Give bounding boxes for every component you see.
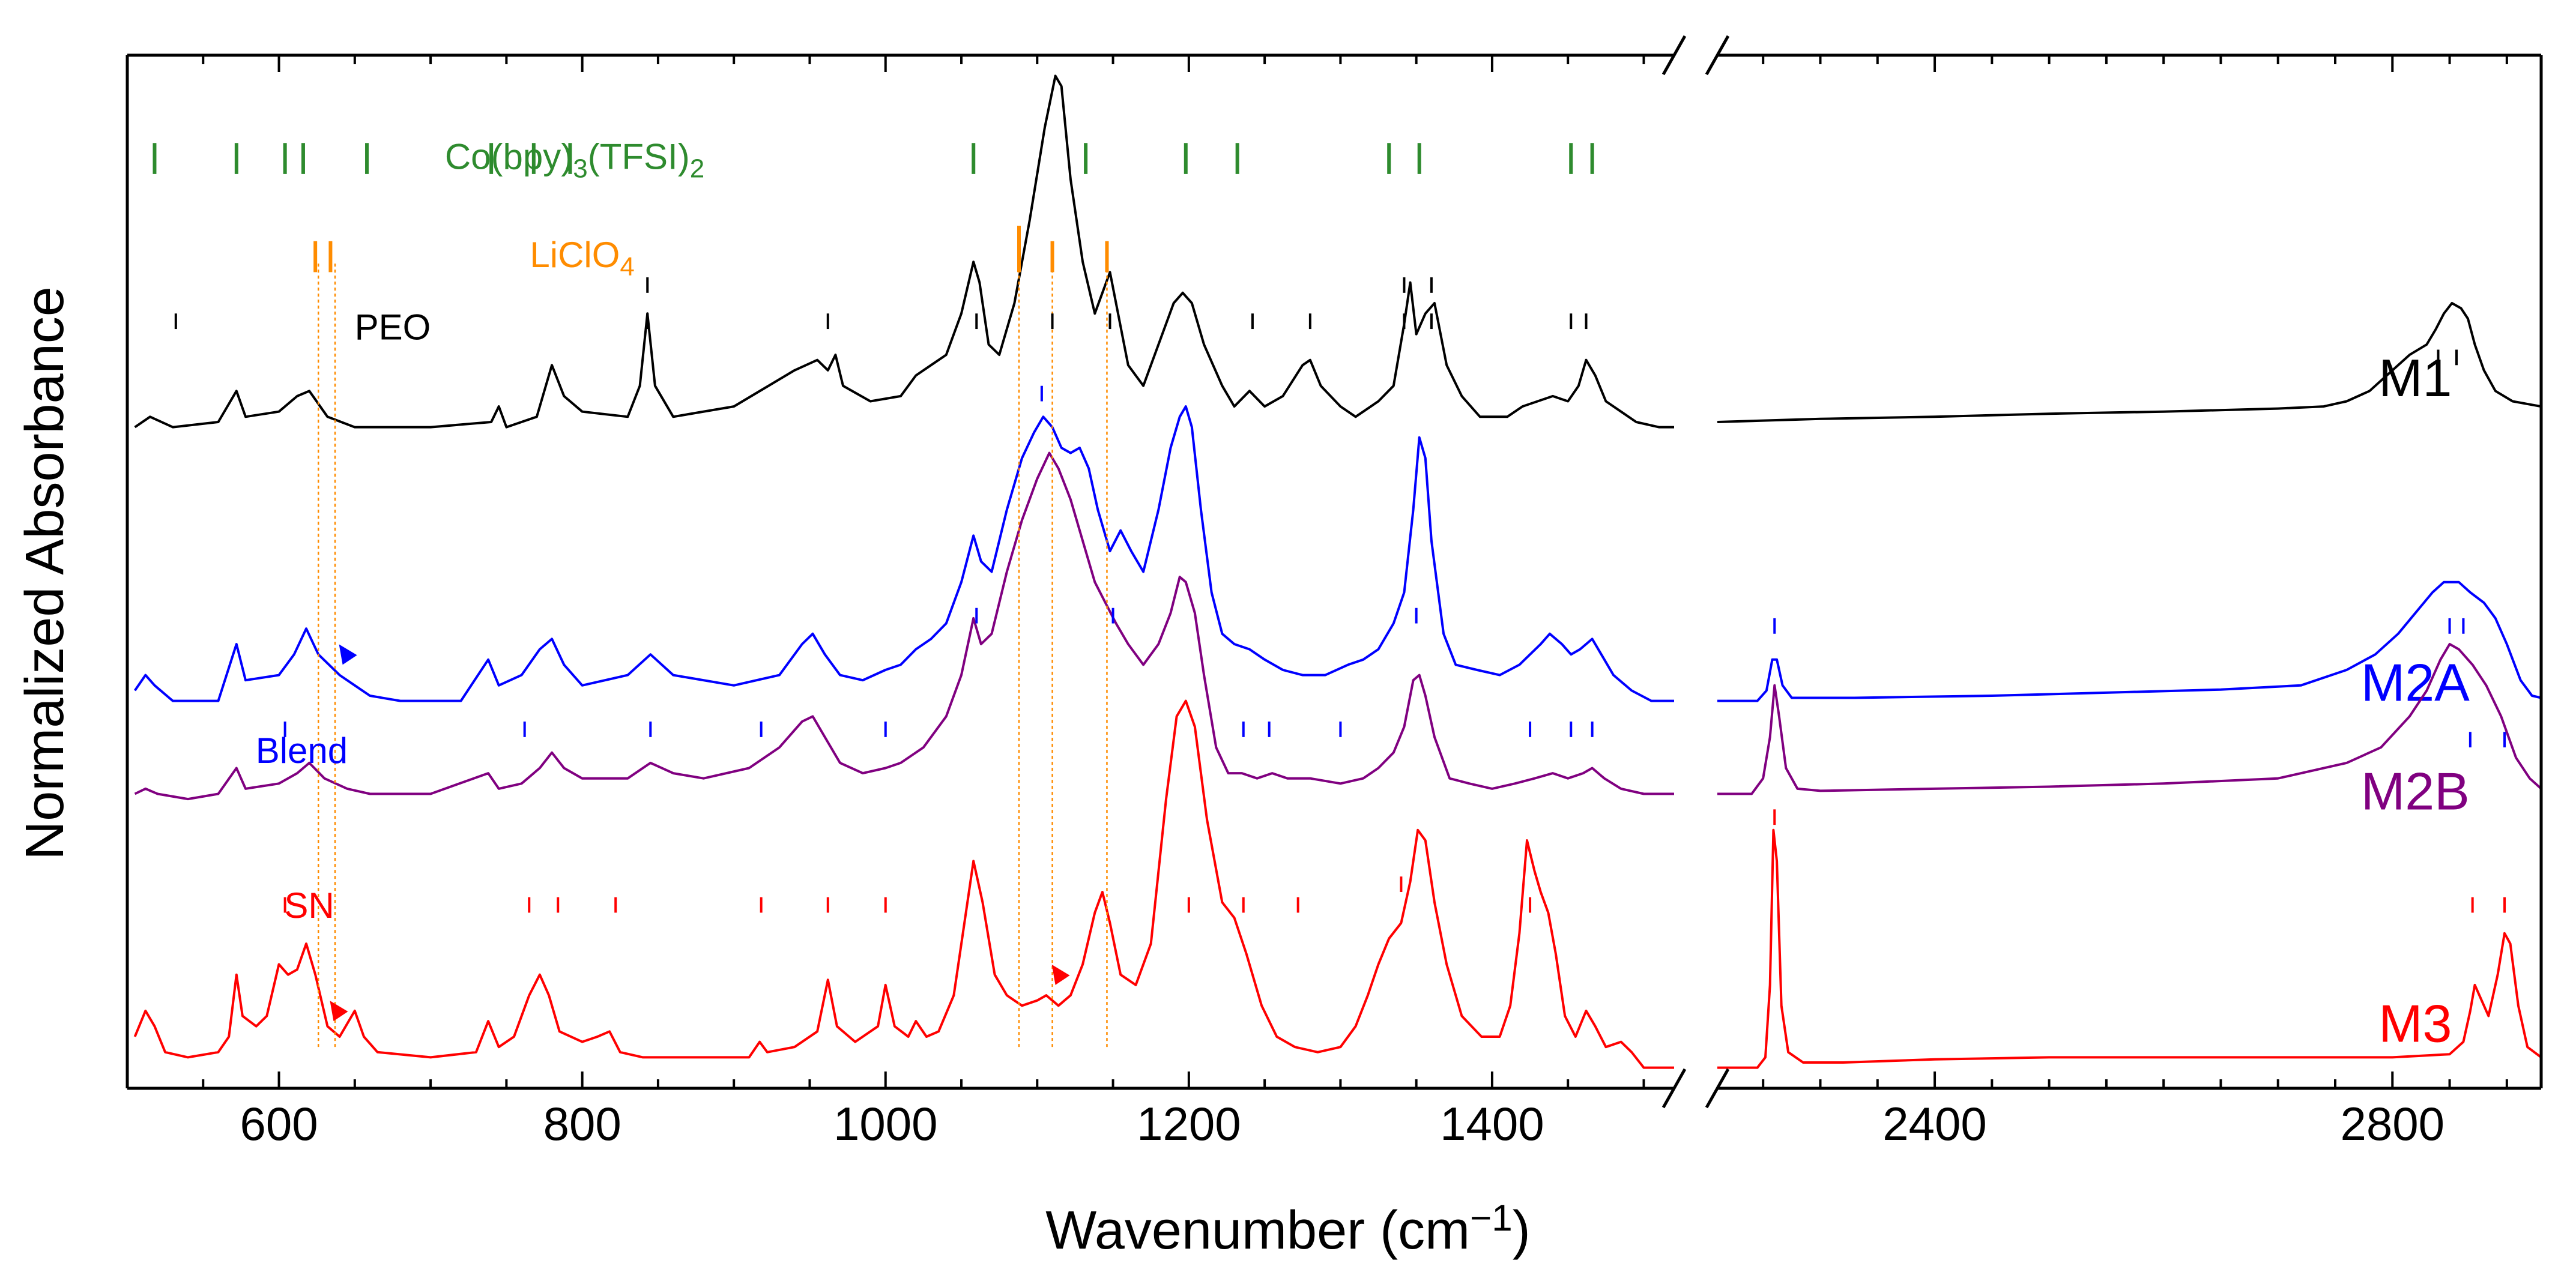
x-tick-label-600: 600 <box>240 1097 318 1150</box>
x-axis-title-main: Wavenumber (cm <box>1045 1201 1470 1261</box>
axis-break-right-0 <box>1705 35 1730 76</box>
ref-label-peo: PEO <box>355 307 431 347</box>
ref-label-text: SN <box>284 885 334 926</box>
ref-label-co-bpy-tfsi: Co(bpy)3(TFSI)2 <box>445 136 704 183</box>
x-axis-title-close: ) <box>1513 1201 1531 1261</box>
series-line-m2b-5 <box>1717 643 2542 795</box>
x-tick-label-1200: 1200 <box>1137 1097 1241 1150</box>
axis-break-right-1 <box>1705 1068 1730 1109</box>
series-line-m1-1 <box>1717 302 2542 423</box>
feature-arrow-1 <box>330 1001 348 1022</box>
series-line-m3-6 <box>133 699 1674 1069</box>
axes-layer: 600 800 1000 1200 1400 2400 2800 <box>125 35 2543 1150</box>
ref-label-subscript-2: 2 <box>690 154 704 183</box>
series-label-m3: M3 <box>2378 994 2452 1053</box>
series-line-m2a-3 <box>1717 580 2542 702</box>
axis-break-left-1 <box>1661 1068 1687 1109</box>
ref-label-blend: Blend <box>256 731 348 771</box>
ref-label-subscript: 3 <box>573 154 587 183</box>
ref-label-text: Co(bpy) <box>445 136 573 176</box>
x-tick-label-800: 800 <box>543 1097 621 1150</box>
x-tick-label-1400: 1400 <box>1440 1097 1544 1150</box>
series-line-m2a-2 <box>133 405 1674 702</box>
series-line-m3-7 <box>1717 828 2542 1069</box>
ref-label-text: PEO <box>355 307 431 347</box>
ref-label-text: Blend <box>256 731 348 771</box>
ref-label-sn: SN <box>284 885 334 926</box>
x-tick-label-2800: 2800 <box>2341 1097 2445 1150</box>
series-layer: M1 M2A M2B M3 <box>133 74 2542 1069</box>
ref-label-subscript: 4 <box>620 252 634 282</box>
series-line-m2b-4 <box>134 451 1674 801</box>
series-line-m1-0 <box>134 74 1674 429</box>
y-axis-title: Normalized Absorbance <box>15 286 75 860</box>
series-label-m1: M1 <box>2378 348 2452 408</box>
reference-marks-layer: Co(bpy)3(TFSI)2 LiClO4 PEO Blend SN <box>153 136 2506 1047</box>
x-axis-title-unit-exponent: −1 <box>1470 1198 1513 1239</box>
series-label-m2a: M2A <box>2361 653 2470 713</box>
ref-label-liclo: LiClO4 <box>530 235 635 282</box>
ref-label-text: LiClO <box>530 235 620 275</box>
x-tick-label-2400: 2400 <box>1882 1097 1987 1150</box>
ref-label-text-2: (TFSI) <box>588 136 690 176</box>
feature-arrow-0 <box>339 644 357 665</box>
axis-break-left-0 <box>1661 35 1687 76</box>
feature-arrow-2 <box>1051 964 1070 985</box>
x-axis-title: Wavenumber (cm−1) <box>1045 1198 1531 1261</box>
series-label-m2b: M2B <box>2361 761 2470 821</box>
x-tick-label-1000: 1000 <box>833 1097 938 1150</box>
